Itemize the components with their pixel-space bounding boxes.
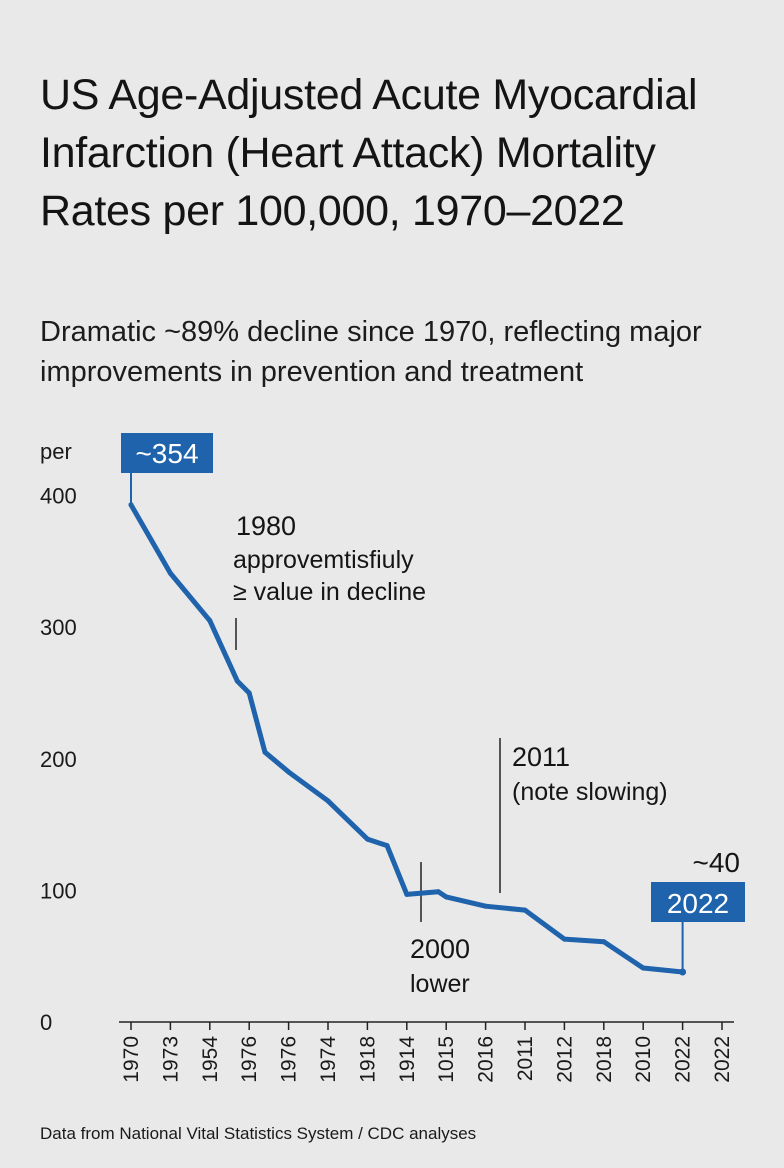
y-tick-label: 400 xyxy=(40,484,77,509)
annotation-1980-line1: approvemtisfiuly xyxy=(233,546,414,574)
series-point xyxy=(207,618,213,624)
y-tick-label: 200 xyxy=(40,747,77,772)
series-point xyxy=(128,502,134,508)
annotation-1980-line2: ≥ value in decline xyxy=(233,578,426,606)
series-point xyxy=(262,749,268,755)
start-callout-text: ~354 xyxy=(135,438,198,469)
end-callout: ~40 2022 xyxy=(651,847,745,922)
series-point xyxy=(640,965,646,971)
x-tick-label: 2022 xyxy=(711,1036,734,1083)
annotation-1980: 1980 approvemtisfiuly ≥ value in decline xyxy=(233,511,426,606)
x-axis: 1970 1973 1954 1976 1976 1974 1918 1914 1015 2016… xyxy=(119,1021,734,1083)
series-line xyxy=(128,502,686,975)
x-tick-label: 1914 xyxy=(396,1036,419,1083)
x-tick-label: 2010 xyxy=(632,1036,655,1083)
y-axis: per 0 100 200 300 400 xyxy=(40,439,77,1035)
series-point xyxy=(679,968,687,976)
series-point xyxy=(384,843,390,849)
end-value-label: ~40 xyxy=(693,847,741,878)
x-tick-label: 1976 xyxy=(278,1036,301,1083)
series-point xyxy=(561,936,567,942)
x-tick-label: 1918 xyxy=(356,1036,379,1083)
chart-title: US Age-Adjusted Acute Myocardial Infarct… xyxy=(40,71,698,235)
series-point xyxy=(522,907,528,913)
series-point xyxy=(483,903,489,909)
series-point xyxy=(167,570,173,576)
annotation-2000-title: 2000 xyxy=(410,934,470,964)
x-tick-label: 1974 xyxy=(317,1036,340,1083)
series-point xyxy=(435,889,441,895)
end-callout-box xyxy=(651,882,745,922)
x-tick-label: 2022 xyxy=(672,1036,695,1083)
x-tick-label: 2012 xyxy=(553,1036,576,1083)
annotation-2011-line: (note slowing) xyxy=(512,778,668,806)
series-point xyxy=(364,836,370,842)
annotation-1980-title: 1980 xyxy=(236,511,296,541)
annotation-2011: 2011 (note slowing) xyxy=(512,742,668,806)
x-tick-label: 1973 xyxy=(159,1036,182,1083)
series-point xyxy=(443,894,449,900)
series-point xyxy=(601,939,607,945)
x-tick-label: 1970 xyxy=(120,1036,143,1083)
annotation-2011-title: 2011 xyxy=(512,742,570,772)
y-tick-label: 100 xyxy=(40,878,77,903)
end-callout-text: 2022 xyxy=(667,888,729,919)
series-point xyxy=(404,891,410,897)
source-footer: Data from National Vital Statistics Syst… xyxy=(40,1124,477,1143)
x-tick-label: 1976 xyxy=(238,1036,261,1083)
series-point xyxy=(286,769,292,775)
y-tick-label: 0 xyxy=(40,1010,52,1035)
start-callout: ~354 xyxy=(121,433,213,473)
y-axis-label: per xyxy=(40,439,72,464)
annotation-2000-line: lower xyxy=(410,970,470,998)
x-tick-label: 2016 xyxy=(475,1036,498,1083)
x-tick-label: 2018 xyxy=(593,1036,616,1083)
y-tick-label: 300 xyxy=(40,615,77,640)
series-point xyxy=(246,690,252,696)
x-tick-label: 1954 xyxy=(199,1036,222,1083)
x-tick-label: 2011 xyxy=(514,1036,537,1081)
start-callout-box xyxy=(121,433,213,473)
chart-subtitle: Dramatic ~89% decline since 1970, reflec… xyxy=(40,316,702,388)
series-point xyxy=(325,798,331,804)
x-tick-label: 1015 xyxy=(435,1036,458,1083)
series-point xyxy=(234,678,240,684)
annotation-2000: 2000 lower xyxy=(410,934,470,998)
